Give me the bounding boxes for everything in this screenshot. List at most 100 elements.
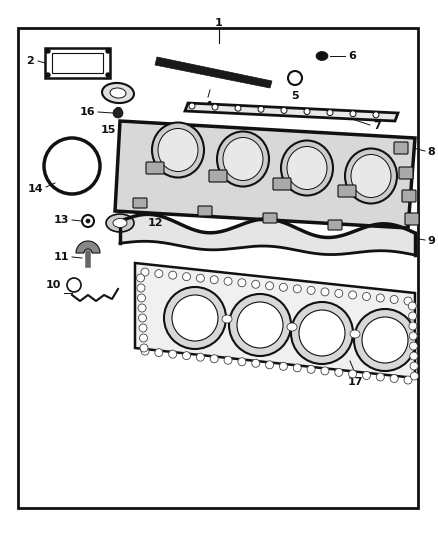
Circle shape bbox=[281, 108, 287, 114]
FancyBboxPatch shape bbox=[146, 162, 164, 174]
Ellipse shape bbox=[351, 155, 391, 198]
Ellipse shape bbox=[113, 219, 127, 228]
Circle shape bbox=[196, 353, 205, 361]
Circle shape bbox=[307, 366, 315, 374]
Ellipse shape bbox=[281, 141, 333, 196]
FancyBboxPatch shape bbox=[405, 213, 419, 225]
Circle shape bbox=[238, 358, 246, 366]
Circle shape bbox=[229, 294, 291, 356]
Circle shape bbox=[409, 312, 417, 320]
Circle shape bbox=[279, 284, 287, 292]
Circle shape bbox=[252, 280, 260, 288]
Circle shape bbox=[409, 322, 417, 330]
Circle shape bbox=[237, 302, 283, 348]
Text: 3: 3 bbox=[114, 107, 122, 117]
Circle shape bbox=[390, 295, 398, 303]
Circle shape bbox=[362, 317, 408, 363]
Text: 1: 1 bbox=[215, 18, 223, 28]
Ellipse shape bbox=[110, 88, 126, 98]
Ellipse shape bbox=[106, 214, 134, 232]
Ellipse shape bbox=[102, 83, 134, 103]
Circle shape bbox=[139, 324, 147, 332]
Circle shape bbox=[363, 372, 371, 379]
FancyBboxPatch shape bbox=[328, 220, 342, 230]
Ellipse shape bbox=[217, 132, 269, 187]
Ellipse shape bbox=[152, 123, 204, 177]
Circle shape bbox=[210, 355, 218, 363]
FancyBboxPatch shape bbox=[394, 142, 408, 154]
FancyBboxPatch shape bbox=[133, 198, 147, 208]
Circle shape bbox=[307, 286, 315, 294]
Circle shape bbox=[349, 291, 357, 299]
Circle shape bbox=[410, 362, 418, 370]
Circle shape bbox=[155, 270, 163, 278]
Polygon shape bbox=[185, 103, 398, 121]
Circle shape bbox=[258, 106, 264, 112]
Polygon shape bbox=[115, 121, 415, 228]
Circle shape bbox=[410, 372, 418, 380]
FancyBboxPatch shape bbox=[263, 213, 277, 223]
FancyBboxPatch shape bbox=[399, 167, 413, 179]
Circle shape bbox=[106, 73, 110, 77]
Circle shape bbox=[169, 350, 177, 358]
Circle shape bbox=[335, 368, 343, 376]
Circle shape bbox=[155, 349, 163, 357]
Circle shape bbox=[183, 273, 191, 281]
Circle shape bbox=[327, 110, 333, 116]
Circle shape bbox=[279, 362, 287, 370]
FancyBboxPatch shape bbox=[198, 206, 212, 216]
Circle shape bbox=[354, 309, 416, 371]
Circle shape bbox=[363, 293, 371, 301]
Circle shape bbox=[238, 279, 246, 287]
Text: 5: 5 bbox=[291, 91, 299, 101]
Circle shape bbox=[291, 302, 353, 364]
Circle shape bbox=[265, 361, 274, 369]
Circle shape bbox=[137, 274, 145, 282]
Text: 10: 10 bbox=[46, 280, 61, 290]
Circle shape bbox=[376, 294, 384, 302]
Text: 6: 6 bbox=[348, 51, 356, 61]
Circle shape bbox=[210, 276, 218, 284]
Wedge shape bbox=[76, 241, 100, 253]
Circle shape bbox=[404, 297, 412, 305]
FancyBboxPatch shape bbox=[402, 190, 416, 202]
Text: 9: 9 bbox=[427, 236, 435, 246]
Circle shape bbox=[390, 375, 398, 383]
Polygon shape bbox=[135, 263, 415, 378]
Circle shape bbox=[137, 284, 145, 292]
Circle shape bbox=[265, 282, 274, 290]
Circle shape bbox=[304, 109, 310, 115]
Ellipse shape bbox=[287, 147, 327, 190]
Circle shape bbox=[113, 108, 123, 118]
Circle shape bbox=[196, 274, 205, 282]
Circle shape bbox=[183, 352, 191, 360]
Text: 13: 13 bbox=[53, 215, 69, 225]
Circle shape bbox=[164, 287, 226, 349]
Circle shape bbox=[46, 73, 50, 77]
Circle shape bbox=[349, 370, 357, 378]
Circle shape bbox=[373, 112, 379, 118]
Circle shape bbox=[46, 49, 50, 53]
Circle shape bbox=[224, 277, 232, 285]
Circle shape bbox=[335, 289, 343, 297]
Circle shape bbox=[408, 302, 416, 310]
Circle shape bbox=[212, 104, 218, 110]
Text: 16: 16 bbox=[79, 107, 95, 117]
Circle shape bbox=[138, 294, 145, 302]
Circle shape bbox=[141, 347, 149, 355]
Circle shape bbox=[141, 268, 149, 276]
Ellipse shape bbox=[287, 323, 297, 331]
Circle shape bbox=[138, 314, 146, 322]
FancyBboxPatch shape bbox=[209, 170, 227, 182]
Circle shape bbox=[235, 105, 241, 111]
Ellipse shape bbox=[316, 52, 328, 61]
Circle shape bbox=[321, 288, 329, 296]
Text: 8: 8 bbox=[427, 147, 435, 157]
FancyBboxPatch shape bbox=[338, 185, 356, 197]
Circle shape bbox=[252, 359, 260, 367]
Ellipse shape bbox=[222, 315, 232, 323]
Text: 11: 11 bbox=[53, 252, 69, 262]
Circle shape bbox=[376, 373, 384, 381]
Text: 7: 7 bbox=[373, 121, 381, 131]
Circle shape bbox=[410, 352, 418, 360]
